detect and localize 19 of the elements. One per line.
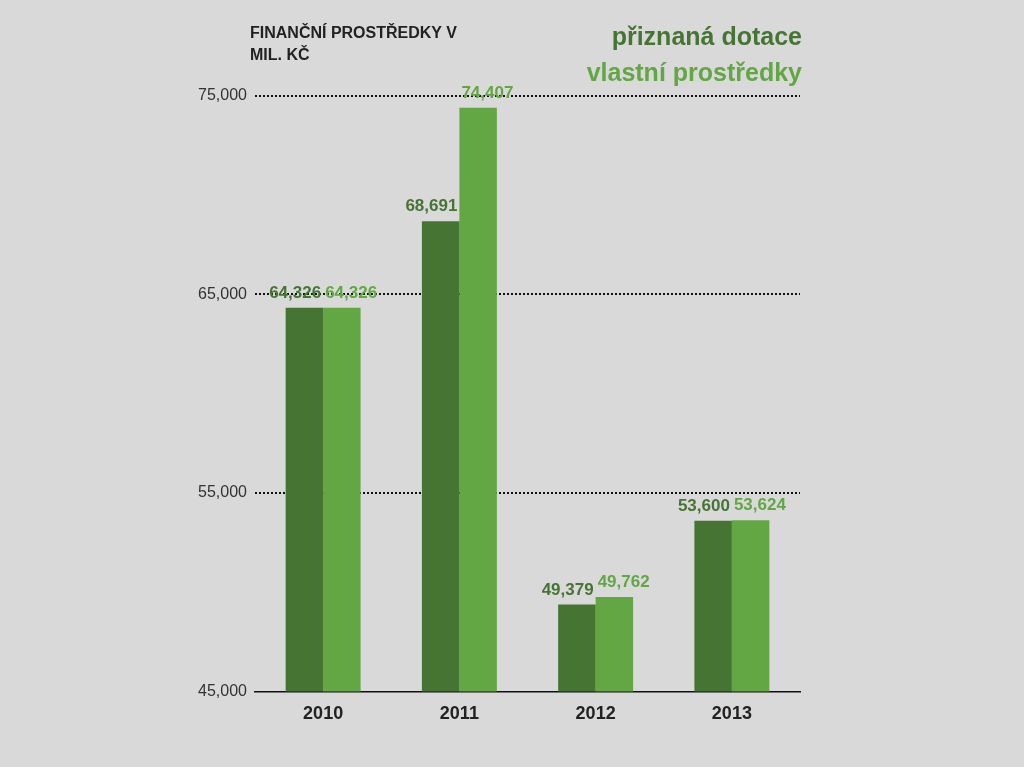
- y-tick-label: 45,000: [198, 681, 248, 699]
- text: přiznaná dotace: [610, 21, 802, 52]
- y-tick-label: 75,000: [198, 86, 248, 104]
- x-tick-label: 2013: [711, 703, 752, 724]
- data-label: 68,691: [405, 196, 458, 216]
- text: vlastní prostředky: [586, 57, 802, 88]
- data-label: 49,379: [541, 579, 594, 599]
- y-tick-label: 55,000: [198, 483, 248, 501]
- data-label: 64,326: [325, 283, 378, 303]
- x-tick-label: 2012: [575, 703, 616, 724]
- x-tick-label: 2010: [303, 703, 344, 724]
- x-tick-label: 2011: [439, 703, 479, 724]
- data-label: 74,407: [461, 82, 514, 102]
- data-label: 49,762: [597, 572, 650, 592]
- y-axis-title: FINANČNÍ PROSTŘEDKY V MIL. KČ: [250, 22, 458, 65]
- data-label: 64,326: [269, 283, 322, 303]
- data-label: 53,600: [677, 495, 730, 515]
- y-tick-label: 65,000: [198, 284, 248, 302]
- data-label: 53,624: [733, 495, 787, 515]
